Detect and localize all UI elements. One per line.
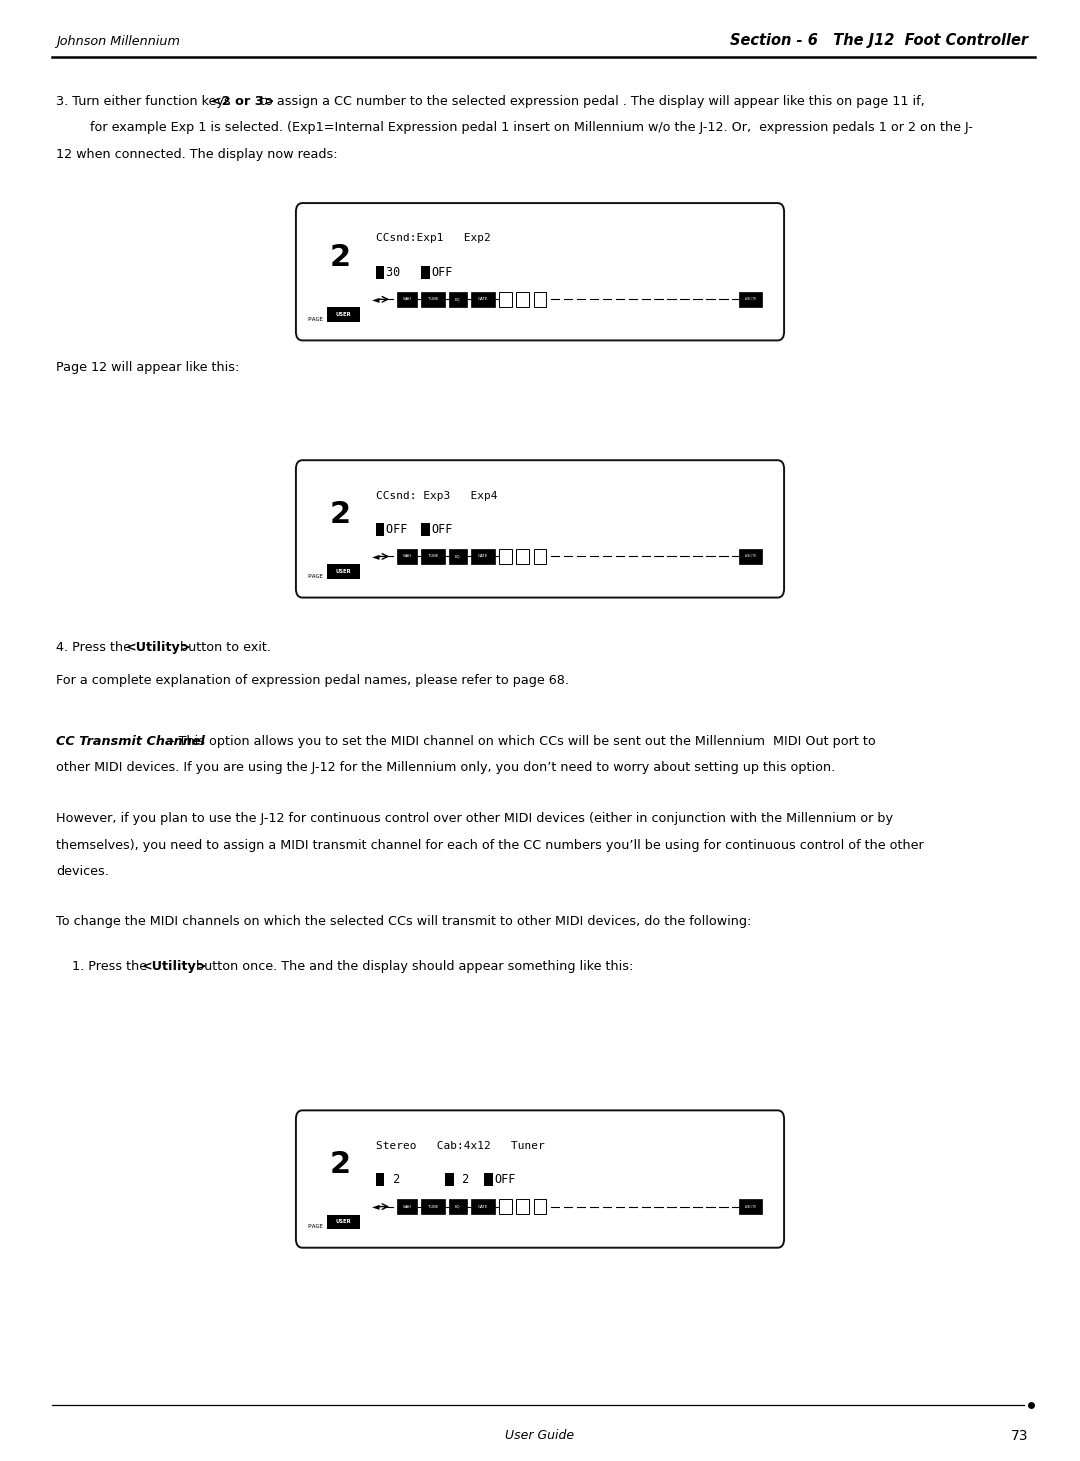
Text: EQ: EQ [455,554,461,558]
Bar [445,1173,454,1186]
Text: GATE: GATE [477,1204,488,1208]
Text: 3. Turn either function keys: 3. Turn either function keys [56,95,234,108]
Text: button once. The and the display should appear something like this:: button once. The and the display should … [192,960,634,973]
Text: Stereo   Cab:4x12   Tuner: Stereo Cab:4x12 Tuner [376,1141,544,1151]
Text: A/B CTR: A/B CTR [745,554,756,558]
Bar [534,549,546,564]
FancyBboxPatch shape [296,203,784,340]
Text: WAH: WAH [403,297,411,301]
Bar [449,1199,467,1214]
Text: GATE: GATE [477,297,488,301]
Text: PAGE 12 or 16: PAGE 12 or 16 [308,574,356,579]
Text: ◄: ◄ [372,551,379,561]
Text: USER: USER [336,313,351,317]
Bar [421,523,430,536]
Text: CCsnd:Exp1   Exp2: CCsnd:Exp1 Exp2 [376,234,490,244]
Text: Page 12 will appear like this:: Page 12 will appear like this: [56,361,240,374]
Text: 12 when connected. The display now reads:: 12 when connected. The display now reads… [56,148,338,161]
Bar [739,1199,762,1214]
Text: 73: 73 [1011,1429,1028,1443]
Text: TUBE: TUBE [428,554,438,558]
Text: CCsnd: Exp3   Exp4: CCsnd: Exp3 Exp4 [376,491,497,501]
Bar [397,549,417,564]
Bar [739,292,762,307]
Bar [376,266,384,279]
Text: for example Exp 1 is selected. (Exp1=Internal Expression pedal 1 insert on Mille: for example Exp 1 is selected. (Exp1=Int… [90,121,972,134]
Bar [499,292,512,307]
Bar [534,1199,546,1214]
Bar [327,1214,360,1229]
Text: For a complete explanation of expression pedal names, please refer to page 68.: For a complete explanation of expression… [56,674,569,687]
Text: OFF: OFF [386,523,429,536]
Text: other MIDI devices. If you are using the J-12 for the Millennium only, you don’t: other MIDI devices. If you are using the… [56,761,836,774]
Bar [376,1173,384,1186]
Bar [499,1199,512,1214]
Bar [421,266,430,279]
Text: OFF: OFF [431,523,453,536]
Bar [421,549,445,564]
Text: WAH: WAH [403,1204,411,1208]
Bar [484,1173,492,1186]
Text: 30: 30 [386,266,429,279]
Text: 2: 2 [386,1173,457,1186]
Text: 2: 2 [329,500,351,529]
Text: 2: 2 [329,1150,351,1179]
Bar [516,1199,529,1214]
Text: <Utility>: <Utility> [125,641,191,655]
Text: 2: 2 [329,243,351,272]
Bar [449,292,467,307]
Bar [534,292,546,307]
Text: themselves), you need to assign a MIDI transmit channel for each of the CC numbe: themselves), you need to assign a MIDI t… [56,839,923,852]
Text: User Guide: User Guide [505,1429,575,1442]
Text: EQ: EQ [455,1204,461,1208]
Text: EQ: EQ [455,297,461,301]
Text: Johnson Millennium: Johnson Millennium [56,35,180,48]
Bar [327,307,360,321]
Text: <Utility>: <Utility> [141,960,207,973]
Text: However, if you plan to use the J-12 for continuous control over other MIDI devi: However, if you plan to use the J-12 for… [56,812,893,825]
Text: devices.: devices. [56,865,109,878]
Bar [516,292,529,307]
Text: to assign a CC number to the selected expression pedal . The display will appear: to assign a CC number to the selected ex… [256,95,924,108]
Text: OFF: OFF [495,1173,515,1186]
Text: 4. Press the: 4. Press the [56,641,135,655]
Text: Section - 6   The J12  Foot Controller: Section - 6 The J12 Foot Controller [730,34,1028,48]
Text: button to exit.: button to exit. [176,641,271,655]
Bar [397,292,417,307]
Text: TUBE: TUBE [428,297,438,301]
Text: GATE: GATE [477,554,488,558]
Bar [327,564,360,579]
Bar [471,292,495,307]
Bar [499,549,512,564]
Text: - This option allows you to set the MIDI channel on which CCs will be sent out t: - This option allows you to set the MIDI… [166,735,876,748]
Text: 2: 2 [455,1173,490,1186]
Text: A/B CTR: A/B CTR [745,297,756,301]
Text: ◄: ◄ [372,1201,379,1211]
Bar [516,549,529,564]
Bar [397,1199,417,1214]
Text: TUBE: TUBE [428,1204,438,1208]
Text: PAGE 1 or 16: PAGE 1 or 16 [308,1224,353,1229]
Text: A/B CTR: A/B CTR [745,1204,756,1208]
FancyBboxPatch shape [296,460,784,598]
Text: 1. Press the: 1. Press the [72,960,151,973]
Bar [739,549,762,564]
Text: USER: USER [336,570,351,574]
Text: <2 or 3>: <2 or 3> [212,95,274,108]
Bar [376,523,384,536]
Text: CC Transmit Channel: CC Transmit Channel [56,735,205,748]
Text: PAGE 11 or 16: PAGE 11 or 16 [308,317,356,321]
Bar [421,292,445,307]
Bar [471,549,495,564]
Text: WAH: WAH [403,554,411,558]
Bar [421,1199,445,1214]
Text: ◄: ◄ [372,294,379,304]
FancyBboxPatch shape [296,1110,784,1248]
Bar [471,1199,495,1214]
Bar [449,549,467,564]
Text: OFF: OFF [431,266,453,279]
Text: To change the MIDI channels on which the selected CCs will transmit to other MID: To change the MIDI channels on which the… [56,915,752,928]
Text: USER: USER [336,1220,351,1224]
